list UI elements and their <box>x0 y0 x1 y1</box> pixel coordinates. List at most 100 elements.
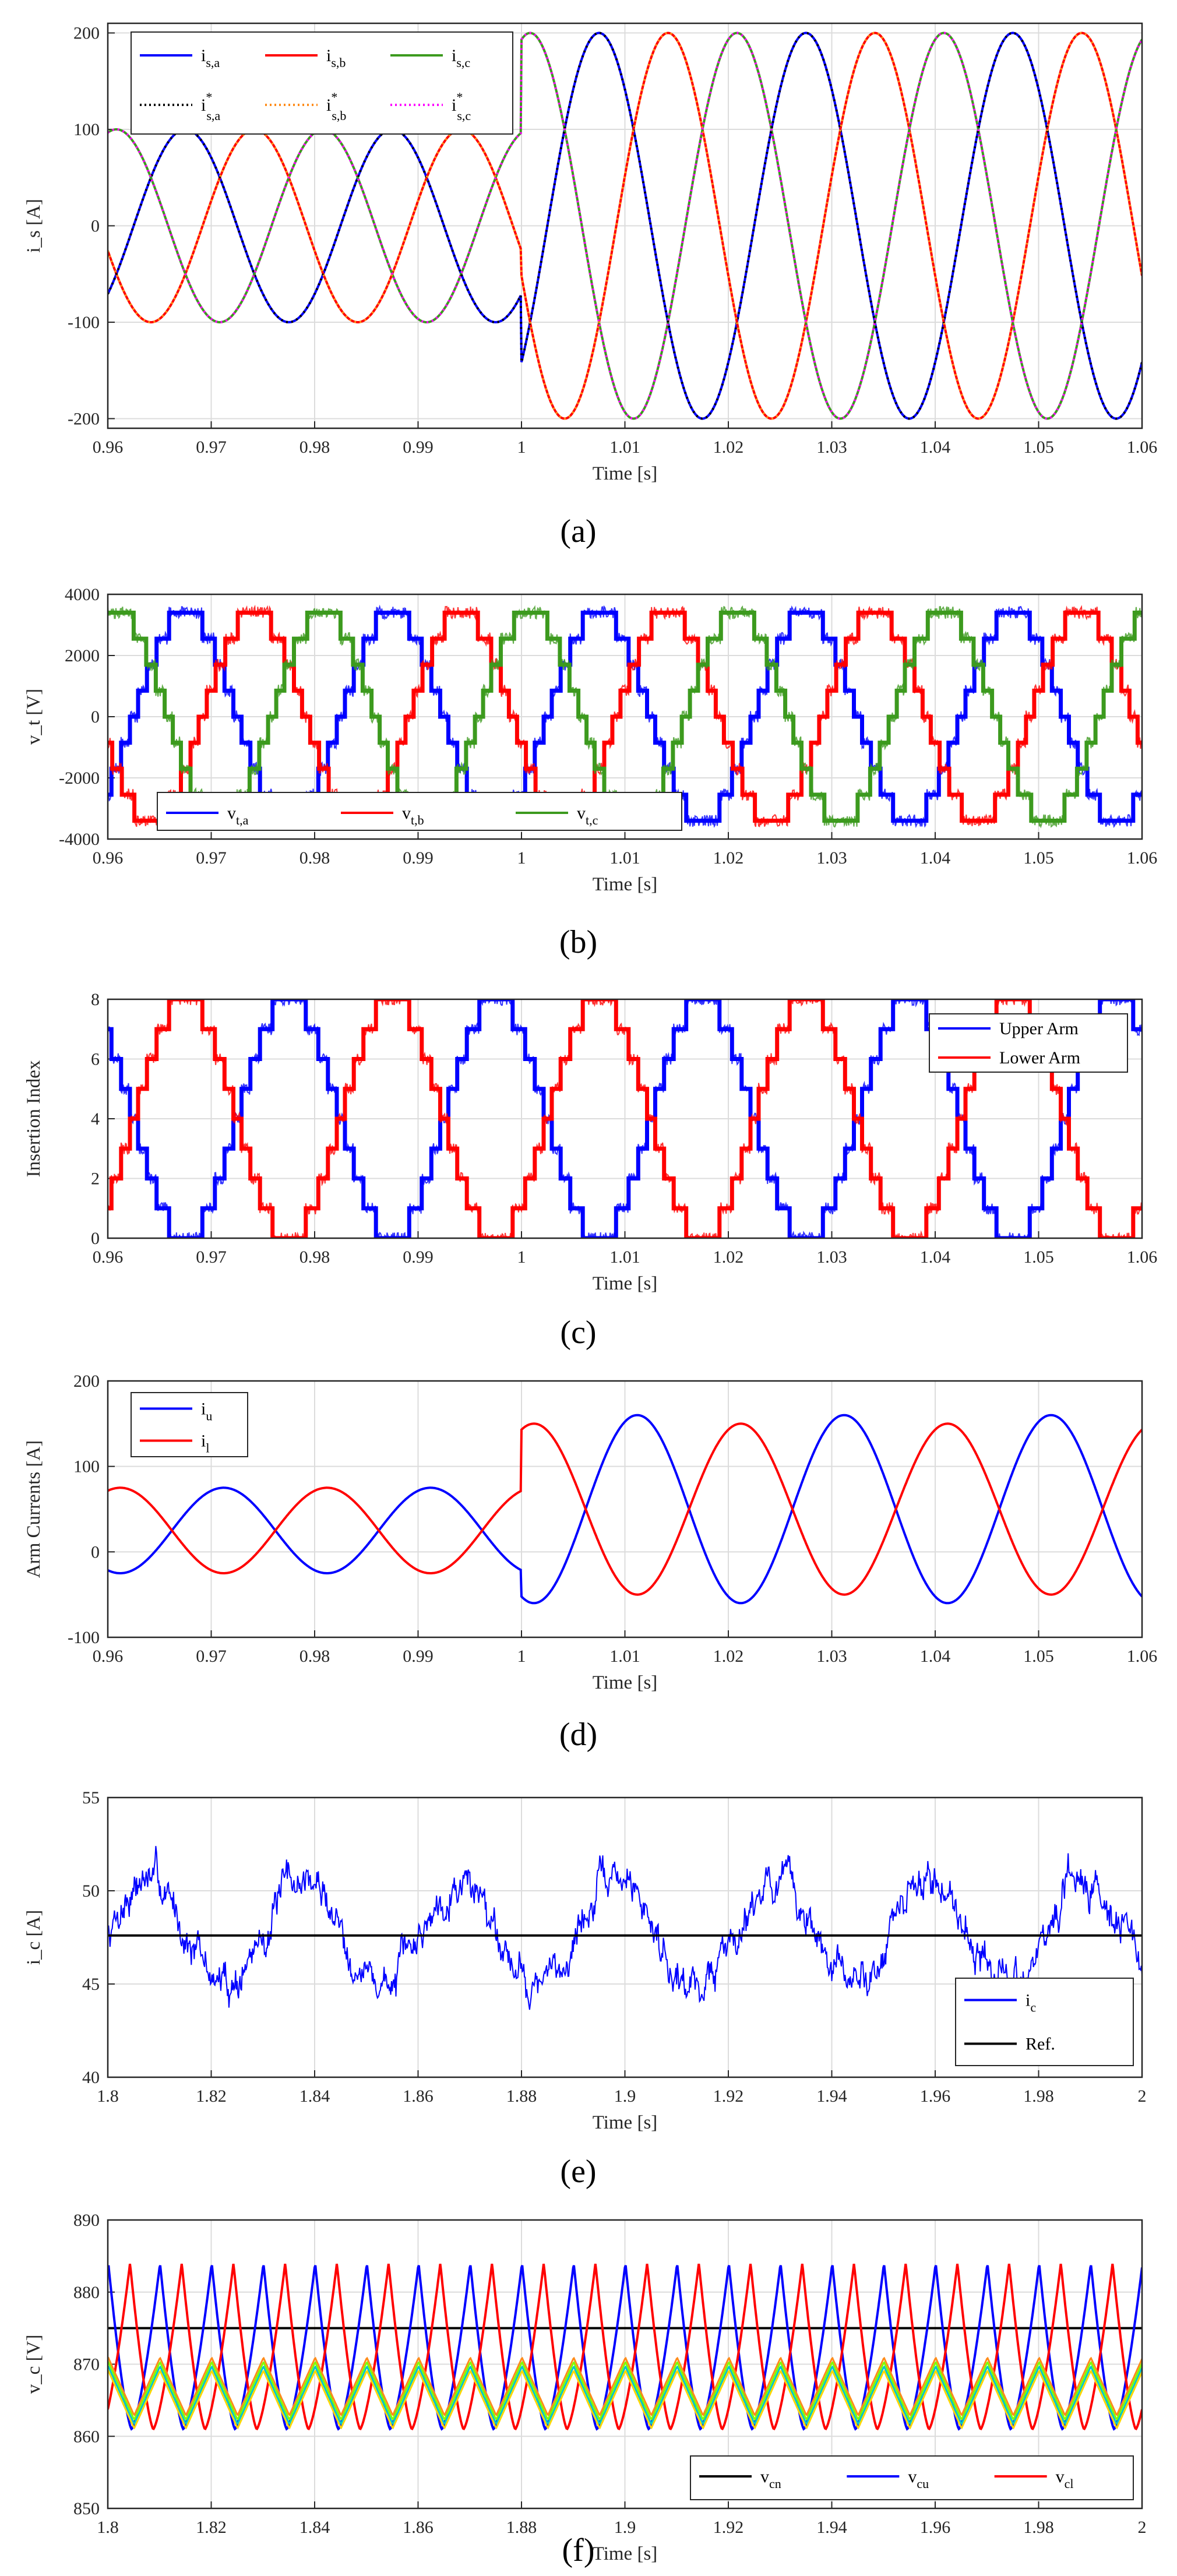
axes-frame-f <box>107 2219 1143 2510</box>
legend-box-c <box>929 1013 1128 1073</box>
x-tick-label: 1.86 <box>403 2087 434 2106</box>
series-group-d <box>108 1414 1142 1605</box>
legend-label-1: Lower Arm <box>999 1048 1080 1067</box>
x-tick-label: 0.96 <box>93 1248 124 1267</box>
x-tick-label: 1.03 <box>816 1647 847 1666</box>
y-tick-label: 0 <box>91 217 100 236</box>
x-tick-label: 0.96 <box>93 848 124 868</box>
x-tick-label: 0.98 <box>299 848 330 868</box>
y-tick-label: 50 <box>82 1881 100 1901</box>
chart-panel-e: 1.8 1.82 1.84 1.86 1.88 1.9 1.92 1.94 1.96 1.98 2 4… <box>23 1788 1147 2190</box>
x-tick-label: 1.02 <box>713 848 744 868</box>
legend-box-f <box>690 2455 1134 2500</box>
legend-sub-0: t,a <box>236 813 249 827</box>
x-tick-label: 1 <box>517 1248 526 1267</box>
x-axis-label: Time [s] <box>593 874 658 895</box>
x-tick-label: 1.02 <box>713 438 744 457</box>
x-tick-label: 1.92 <box>713 2087 744 2106</box>
x-axis-label: Time [s] <box>593 463 658 484</box>
y-tick-label: 880 <box>73 2283 100 2302</box>
legend-sub-1: l <box>206 1441 209 1456</box>
series-ripple-v_t,b <box>108 604 1142 829</box>
x-tick-label: 0.97 <box>196 438 227 457</box>
y-tick-label: 200 <box>73 1372 100 1391</box>
y-tick-label: 6 <box>91 1050 100 1069</box>
x-tick-label: 1.03 <box>816 438 847 457</box>
legend-sub-0: u <box>206 1409 212 1423</box>
x-tick-label: 1.03 <box>816 1248 847 1267</box>
legend-c: Upper Arm Lower Arm <box>929 1013 1128 1073</box>
x-tick-label: 0.98 <box>299 1248 330 1267</box>
legend-sub-1: cu <box>917 2476 929 2491</box>
x-tick-label: 1 <box>517 1647 526 1666</box>
chart-panel-b: 0.96 0.97 0.98 0.99 1 1.01 1.02 1.03 1.04 1.05 1.0… <box>23 585 1157 960</box>
legend-b: vt,a vt,b vt,c <box>157 792 682 831</box>
x-tick-label: 1.84 <box>299 2087 330 2106</box>
x-tick-label: 1.05 <box>1023 1647 1054 1666</box>
legend-sup-4: * <box>331 90 337 104</box>
y-axis-label: Insertion Index <box>23 1060 44 1177</box>
y-tick-label: -100 <box>68 1628 100 1647</box>
x-axis-label: Time [s] <box>593 2543 658 2564</box>
x-tick-label: 1.86 <box>403 2518 434 2537</box>
y-tick-label: 100 <box>73 120 100 139</box>
x-tick-label: 0.98 <box>299 1647 330 1666</box>
x-tick-label: 1 <box>517 438 526 457</box>
series-i_c <box>108 1846 1142 2010</box>
axes-frame-c <box>107 998 1143 1239</box>
x-tick-label: 0.99 <box>403 1647 434 1666</box>
series-cell-voltage-0 <box>108 2370 1142 2430</box>
axes-frame-a <box>107 22 1143 429</box>
x-tick-label: 1.84 <box>299 2518 330 2537</box>
legend-sub-2: cl <box>1065 2476 1074 2491</box>
panel-label-a: (a) <box>560 513 596 549</box>
panel-label-b: (b) <box>559 924 597 960</box>
x-tick-label: 2 <box>1138 2087 1147 2106</box>
x-tick-label: 2 <box>1138 2518 1147 2537</box>
legend-sub-1: t,b <box>411 813 424 827</box>
legend-box-e <box>955 1978 1134 2066</box>
legend-sub-3: s,a <box>206 108 220 123</box>
legend-sub-2: s,c <box>456 55 470 70</box>
x-tick-label: 1.06 <box>1127 1647 1158 1666</box>
x-tick-label: 1.96 <box>920 2518 951 2537</box>
axes-frame-b <box>107 593 1143 840</box>
x-tick-label: 1.05 <box>1023 1248 1054 1267</box>
x-tick-label: 1.02 <box>713 1248 744 1267</box>
x-tick-label: 0.97 <box>196 1647 227 1666</box>
x-tick-label: 1.04 <box>920 438 951 457</box>
y-tick-label: 40 <box>82 2068 100 2087</box>
series-i_l <box>108 1422 1142 1596</box>
x-tick-label: 1.01 <box>609 848 640 868</box>
y-tick-label: -100 <box>68 313 100 332</box>
legend-sup-3: * <box>206 90 212 104</box>
chart-panel-f: 1.8 1.82 1.84 1.86 1.88 1.9 1.92 1.94 1.96 1.98 2 8… <box>23 2211 1147 2568</box>
y-axis-label: i_c [A] <box>23 1910 44 1965</box>
series-ripple-Lower Arm <box>108 999 1142 1238</box>
series-i*_s,c <box>108 31 1142 420</box>
x-tick-label: 1.98 <box>1023 2518 1054 2537</box>
x-tick-label: 1 <box>517 848 526 868</box>
y-tick-label: 0 <box>91 1229 100 1248</box>
x-tick-label: 0.99 <box>403 438 434 457</box>
x-tick-label: 1.8 <box>97 2518 119 2537</box>
x-tick-label: 1.96 <box>920 2087 951 2106</box>
series-i_u <box>108 1414 1142 1605</box>
y-tick-label: -2000 <box>59 769 100 788</box>
series-group-e <box>108 1846 1142 2010</box>
y-tick-label: 870 <box>73 2355 100 2374</box>
x-tick-label: 1.04 <box>920 1248 951 1267</box>
x-tick-label: 1.02 <box>713 1647 744 1666</box>
y-tick-label: 0 <box>91 707 100 727</box>
x-tick-label: 0.99 <box>403 848 434 868</box>
x-tick-label: 1.06 <box>1127 438 1158 457</box>
x-axis-label: Time [s] <box>593 1273 658 1294</box>
x-tick-label: 1.92 <box>713 2518 744 2537</box>
x-tick-label: 1.88 <box>506 2087 537 2106</box>
series-group-a <box>108 31 1142 420</box>
series-cell-voltage-2 <box>108 2361 1142 2421</box>
series-group-f <box>108 2264 1142 2431</box>
legend-sup-5: * <box>456 90 463 104</box>
